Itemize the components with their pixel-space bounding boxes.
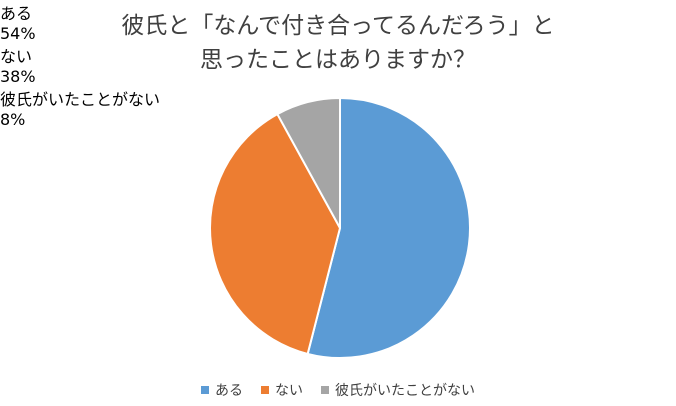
legend-swatch bbox=[261, 386, 269, 394]
chart-title: 思ったことはありますか？ bbox=[200, 47, 476, 73]
slice-label: ある 54% bbox=[0, 0, 676, 43]
slice-category: ない bbox=[0, 47, 33, 66]
slice-category: ある bbox=[0, 4, 33, 23]
slice-label: ない 38% bbox=[0, 43, 676, 86]
legend-label: ある bbox=[215, 383, 243, 399]
legend-item: ない bbox=[261, 380, 303, 400]
legend-label: ない bbox=[275, 383, 303, 399]
legend-item: ある bbox=[201, 380, 243, 400]
legend: ある ない 彼氏がいたことがない bbox=[0, 380, 676, 400]
chart-title: 彼氏と「なんで付き合ってるんだろう」と bbox=[121, 13, 555, 39]
slice-label: 彼氏がいたことがない 8% bbox=[0, 86, 676, 129]
legend-swatch bbox=[321, 386, 329, 394]
slice-value: 54% bbox=[0, 24, 36, 43]
slice-value: 38% bbox=[0, 67, 36, 86]
legend-swatch bbox=[201, 386, 209, 394]
pie-slice bbox=[306, 96, 471, 359]
legend-item: 彼氏がいたことがない bbox=[321, 380, 475, 400]
slice-value: 8% bbox=[0, 110, 26, 129]
slice-category: 彼氏がいたことがない bbox=[0, 90, 161, 109]
legend-label: 彼氏がいたことがない bbox=[335, 383, 475, 399]
pie-slice bbox=[276, 96, 341, 229]
pie-slice bbox=[209, 112, 342, 356]
